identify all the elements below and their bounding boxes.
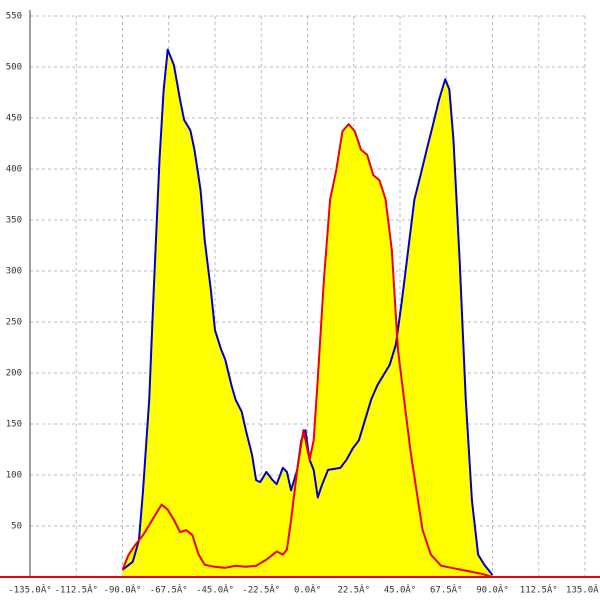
- x-tick-label: 135.0Â°: [566, 584, 600, 596]
- y-tick-label: 200: [6, 369, 22, 379]
- line: [121, 123, 493, 578]
- x-tick-label: -45.0Â°: [196, 584, 234, 596]
- x-tick-label: -135.0Â°: [8, 584, 51, 596]
- x-tick-label: -90.0Â°: [104, 584, 142, 596]
- x-tick-label: -67.5Â°: [150, 584, 188, 596]
- y-tick-label: 50: [11, 522, 22, 532]
- x-tick-label: 22.5Â°: [337, 584, 370, 596]
- x-tick-label: 45.0Â°: [384, 584, 417, 596]
- x-tick-label: 112.5Â°: [520, 584, 558, 596]
- y-tick-label: 500: [6, 63, 22, 73]
- y-tick-label: 550: [6, 12, 22, 22]
- x-tick-label: 90.0Â°: [476, 584, 509, 596]
- y-tick-label: 450: [6, 114, 22, 124]
- x-tick-label: -112.5Â°: [55, 584, 98, 596]
- x-tick-label: 0.0Â°: [294, 584, 321, 596]
- y-tick-label: 400: [6, 165, 22, 175]
- x-tick-label: -22.5Â°: [242, 584, 280, 596]
- x-tick-label: 67.5Â°: [430, 584, 463, 596]
- y-tick-label: 300: [6, 267, 22, 277]
- y-tick-label: 150: [6, 420, 22, 430]
- y-tick-label: 100: [6, 471, 22, 481]
- y-tick-label: 350: [6, 216, 22, 226]
- area: [122, 124, 493, 578]
- y-tick-label: 250: [6, 318, 22, 328]
